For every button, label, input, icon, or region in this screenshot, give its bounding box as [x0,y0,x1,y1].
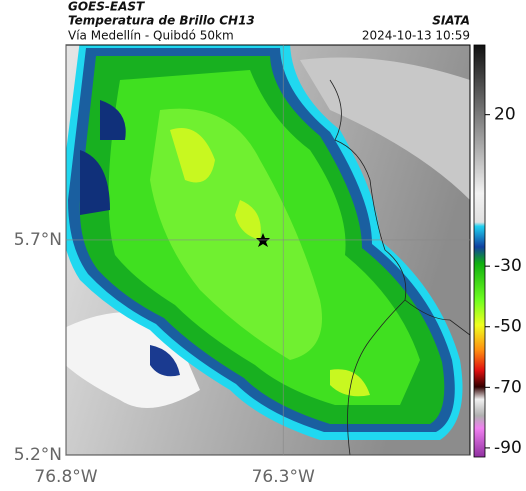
colorbar-tick-label: -50 [494,317,522,337]
subtitle: Vía Medellín - Quibdó 50km [68,29,234,43]
lon-tick-label: 76.8°W [34,467,97,487]
title: Temperatura de Brillo CH13 [68,14,255,28]
colorbar-tick-label: -70 [494,377,522,397]
colorbar-tick-label: -30 [494,256,522,276]
lon-tick-label: 76.3°W [252,467,315,487]
lat-tick-label: 5.7°N [14,230,62,250]
satellite-image [66,45,470,455]
lat-tick-label: 5.2°N [14,445,62,465]
colorbar-tick-label: 20 [494,105,516,125]
timestamp: 2024-10-13 10:59 [362,29,470,43]
source: GOES-EAST [68,0,145,14]
brand: SIATA [432,14,470,28]
colorbar [473,44,486,458]
colorbar-tick-label: -90 [494,438,522,458]
